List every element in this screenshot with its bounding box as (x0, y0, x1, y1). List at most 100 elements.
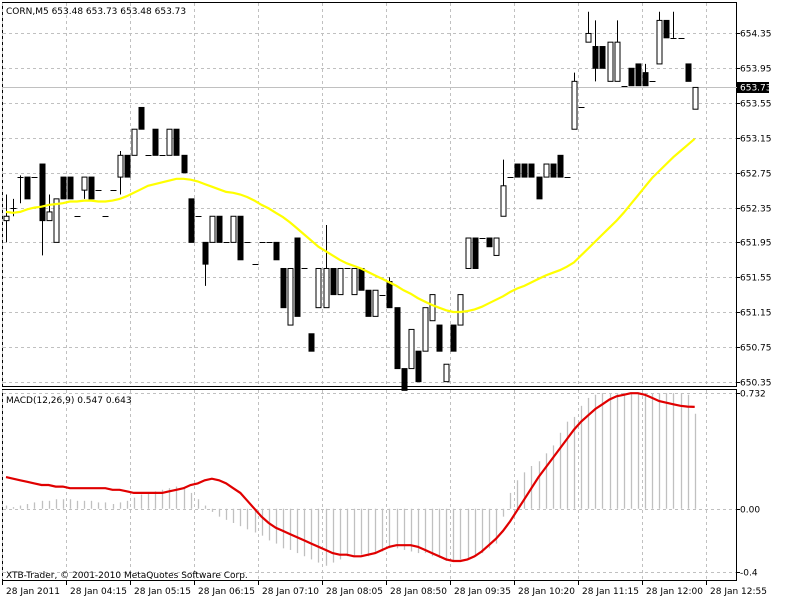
candle (592, 20, 599, 82)
time-label: 28 Jan 11:15 (582, 587, 639, 597)
candle (138, 106, 145, 130)
candle (67, 176, 74, 200)
time-label: 28 Jan 10:20 (518, 587, 575, 597)
candle-body (536, 176, 543, 200)
price-axis: 654.35 653.95 653.55 653.15 652.75 652.35 651.… (736, 30, 772, 389)
candle (628, 67, 635, 87)
candle (550, 163, 557, 178)
candle (209, 215, 216, 243)
candle (436, 324, 443, 352)
candle (17, 175, 24, 204)
macd-header: MACD(12,26,9) 0.547 0.643 (6, 396, 132, 406)
candle (24, 176, 31, 200)
main-panel-frame (2, 2, 737, 387)
candle (521, 163, 528, 178)
candle-body (131, 128, 138, 156)
candle (585, 11, 592, 43)
candle (443, 363, 450, 383)
price-tick-label: 653.55 (740, 100, 772, 110)
candle (670, 11, 677, 39)
candle (450, 324, 457, 352)
price-tick-label: 650.75 (740, 344, 772, 354)
candle (188, 198, 195, 243)
candle-body (358, 267, 365, 291)
candle (472, 237, 479, 269)
time-label: 28 Jan 12:55 (710, 587, 767, 597)
candle (422, 307, 429, 352)
candle (315, 267, 322, 309)
candle-body (592, 46, 599, 69)
macd-tick-label: 0.00 (740, 506, 760, 516)
candle-body (337, 267, 344, 296)
macd-signal-line (5, 392, 695, 563)
candle (457, 294, 464, 326)
current-price-label: 653.73 (740, 84, 772, 94)
candle-body (436, 324, 443, 352)
candle (571, 72, 578, 130)
candle (173, 128, 180, 156)
candle-body (124, 154, 131, 178)
candle-body (457, 294, 464, 326)
candle-body (81, 176, 88, 191)
candle (379, 295, 386, 296)
candle-body (117, 154, 124, 178)
candle-body (230, 215, 237, 243)
moving-average-line (5, 137, 696, 314)
candle (663, 19, 670, 39)
candle (202, 241, 209, 286)
candle-body (237, 215, 244, 261)
candle (614, 20, 621, 82)
time-label: 28 Jan 05:15 (134, 587, 191, 597)
candle (514, 163, 521, 178)
candle-body (365, 289, 372, 317)
candle (486, 237, 493, 248)
price-tick-label: 651.95 (740, 239, 772, 249)
candle (536, 176, 543, 200)
time-label: 28 Jan 08:05 (326, 587, 383, 597)
candle (692, 86, 699, 110)
candle-body (635, 63, 642, 87)
candle-body (394, 307, 401, 370)
candle-body (280, 267, 287, 309)
candle-body (472, 237, 479, 269)
candle (81, 176, 88, 199)
candle-body (663, 19, 670, 39)
symbol-header: CORN,M5 653.48 653.73 653.48 653.73 (6, 7, 186, 17)
candle-body (287, 267, 294, 326)
candle-body (24, 176, 31, 200)
candle (408, 328, 415, 370)
candle (337, 267, 344, 296)
candle-body (642, 72, 649, 87)
candle-body (202, 241, 209, 265)
candle (280, 267, 287, 309)
candle (635, 63, 642, 87)
candle-body (67, 176, 74, 200)
price-tick-label: 652.75 (740, 170, 772, 180)
candle-body (422, 307, 429, 352)
candle (394, 307, 401, 370)
candle (599, 46, 606, 69)
candle-body (514, 163, 521, 178)
candle (685, 63, 692, 82)
candle (351, 267, 358, 296)
candle (131, 128, 138, 156)
candle (230, 215, 237, 243)
candle-body (521, 163, 528, 178)
candle-body (386, 281, 393, 309)
candle-body (351, 267, 358, 296)
candle-body (550, 163, 557, 178)
candle-body (614, 41, 621, 82)
candle (358, 267, 365, 291)
price-tick-label: 650.35 (740, 379, 772, 389)
macd-panel-frame (2, 389, 737, 581)
candle-body (372, 289, 379, 317)
candle (124, 154, 131, 178)
candle-body (138, 106, 145, 130)
candle-body (500, 185, 507, 217)
candle-body (493, 237, 500, 256)
candle (88, 176, 95, 200)
candle (60, 176, 67, 200)
candle (642, 63, 649, 87)
candle (216, 215, 223, 243)
